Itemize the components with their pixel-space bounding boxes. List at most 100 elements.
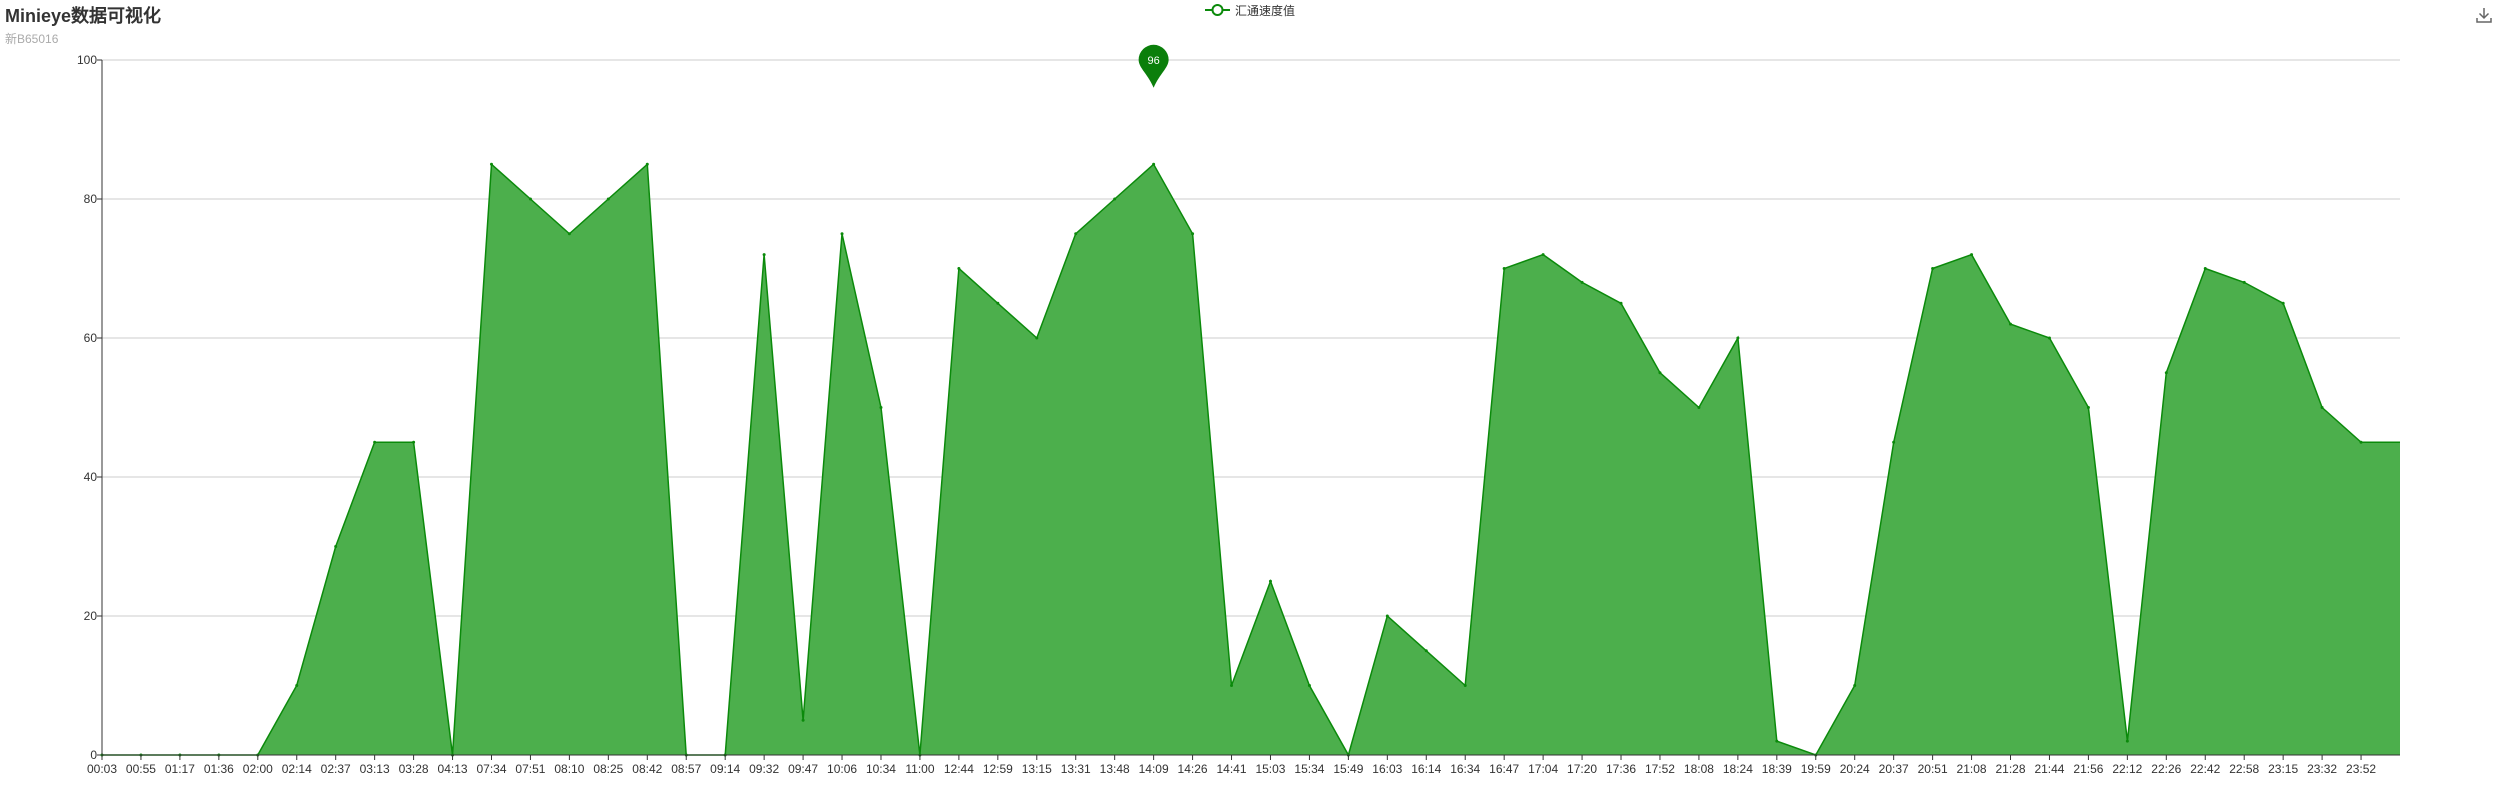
data-point <box>879 406 883 409</box>
x-tick-label: 17:36 <box>1606 762 1636 776</box>
x-tick-label: 02:37 <box>321 762 351 776</box>
data-point <box>1931 267 1935 270</box>
data-point <box>1892 440 1896 444</box>
data-point <box>1230 684 1234 687</box>
x-tick-label: 22:42 <box>2190 762 2220 776</box>
x-tick-label: 16:34 <box>1450 762 1480 776</box>
data-point <box>1697 406 1701 409</box>
data-point <box>1113 197 1117 201</box>
data-point <box>645 162 649 166</box>
x-tick-label: 04:13 <box>438 762 468 776</box>
data-point <box>1775 739 1779 743</box>
x-tick-label: 17:20 <box>1567 762 1597 776</box>
x-tick-label: 22:58 <box>2229 762 2259 776</box>
data-point <box>1853 684 1857 687</box>
legend-label: 汇通速度值 <box>1235 3 1296 18</box>
x-tick-label: 18:24 <box>1723 762 1753 776</box>
y-tick-label: 60 <box>84 331 98 345</box>
x-tick-label: 08:10 <box>554 762 584 776</box>
data-point <box>412 440 416 444</box>
data-point <box>2320 406 2324 409</box>
x-tick-label: 02:14 <box>282 762 312 776</box>
x-tick-label: 15:34 <box>1294 762 1324 776</box>
data-point <box>373 440 377 444</box>
data-point <box>2164 371 2168 375</box>
x-tick-label: 12:44 <box>944 762 974 776</box>
x-tick-label: 08:25 <box>593 762 623 776</box>
data-point <box>1619 301 1623 305</box>
data-point <box>2125 739 2129 743</box>
data-point <box>2281 301 2285 305</box>
x-tick-label: 23:52 <box>2346 762 2376 776</box>
data-point <box>1502 267 1506 270</box>
x-tick-label: 01:17 <box>165 762 195 776</box>
series-area <box>102 164 2400 756</box>
data-point <box>567 232 571 236</box>
x-tick-label: 17:04 <box>1528 762 1558 776</box>
download-icon[interactable] <box>2475 6 2493 24</box>
data-point <box>2009 322 2013 326</box>
y-tick-label: 20 <box>84 609 98 623</box>
x-tick-label: 17:52 <box>1645 762 1675 776</box>
x-tick-label: 18:08 <box>1684 762 1714 776</box>
data-point <box>1307 684 1311 687</box>
y-tick-label: 100 <box>77 53 97 67</box>
x-tick-label: 21:08 <box>1957 762 1987 776</box>
legend-item[interactable]: 汇通速度值 <box>1205 2 1295 18</box>
x-tick-label: 09:47 <box>788 762 818 776</box>
x-tick-label: 20:51 <box>1918 762 1948 776</box>
data-point <box>1074 232 1078 236</box>
x-tick-label: 18:39 <box>1762 762 1792 776</box>
x-tick-label: 00:55 <box>126 762 156 776</box>
x-tick-label: 22:26 <box>2151 762 2181 776</box>
data-point <box>2047 336 2051 340</box>
x-tick-label: 10:34 <box>866 762 896 776</box>
x-tick-label: 20:24 <box>1840 762 1870 776</box>
x-tick-label: 09:14 <box>710 762 740 776</box>
x-tick-label: 15:49 <box>1333 762 1363 776</box>
data-point <box>1191 232 1195 236</box>
y-tick-label: 40 <box>84 470 98 484</box>
data-point <box>2203 267 2207 270</box>
x-tick-label: 16:47 <box>1489 762 1519 776</box>
x-tick-label: 20:37 <box>1879 762 1909 776</box>
x-tick-label: 02:00 <box>243 762 273 776</box>
data-point <box>528 197 532 201</box>
x-tick-label: 09:32 <box>749 762 779 776</box>
data-point <box>1424 649 1428 653</box>
data-point <box>1658 371 1662 375</box>
x-tick-label: 23:32 <box>2307 762 2337 776</box>
x-tick-label: 08:57 <box>671 762 701 776</box>
chart-subtitle: 新B65016 <box>5 32 59 46</box>
data-point <box>489 162 493 166</box>
x-tick-label: 13:15 <box>1022 762 1052 776</box>
x-tick-label: 14:26 <box>1178 762 1208 776</box>
data-point <box>996 301 1000 305</box>
x-tick-label: 22:12 <box>2112 762 2142 776</box>
data-point <box>1035 336 1039 340</box>
x-tick-label: 11:00 <box>905 762 934 776</box>
data-point <box>1970 253 1974 257</box>
data-point <box>1736 336 1740 340</box>
x-tick-label: 03:28 <box>399 762 429 776</box>
x-tick-label: 21:56 <box>2073 762 2103 776</box>
chart-title: Minieye数据可视化 <box>5 6 162 26</box>
legend-line-circle-icon <box>1205 4 1230 16</box>
x-tick-label: 08:42 <box>632 762 662 776</box>
x-tick-label: 23:15 <box>2268 762 2298 776</box>
x-tick-label: 01:36 <box>204 762 234 776</box>
data-point <box>957 267 961 270</box>
series-line <box>102 162 2400 757</box>
x-tick-label: 07:51 <box>515 762 545 776</box>
x-tick-label: 00:03 <box>87 762 117 776</box>
data-point <box>1268 579 1272 583</box>
data-point <box>1463 684 1467 687</box>
data-point <box>2242 280 2246 284</box>
data-point <box>606 197 610 201</box>
data-point <box>1152 162 1156 166</box>
x-tick-label: 10:06 <box>827 762 857 776</box>
x-tick-label: 14:09 <box>1139 762 1169 776</box>
data-point <box>2359 440 2363 444</box>
data-point <box>1385 614 1389 618</box>
y-tick-label: 0 <box>90 748 97 762</box>
